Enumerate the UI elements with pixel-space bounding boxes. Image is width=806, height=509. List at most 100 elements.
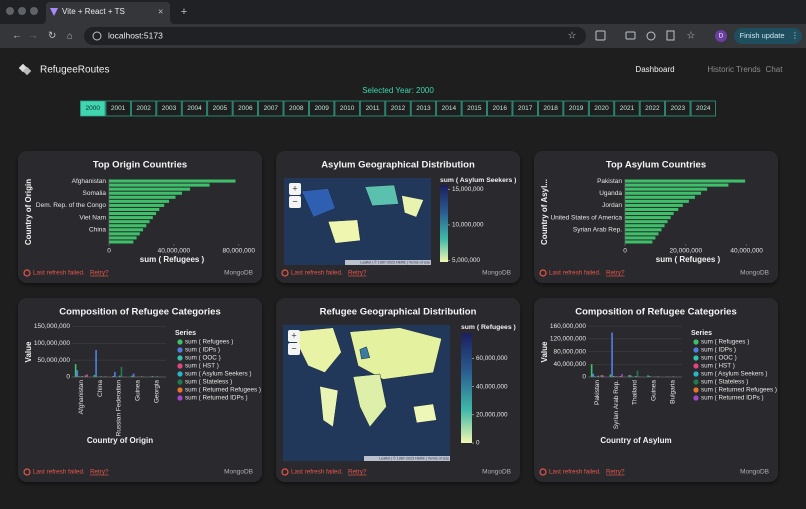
window-button[interactable] bbox=[30, 7, 38, 15]
mongodb-brand: MongoDB bbox=[740, 270, 769, 277]
legend-swatch[interactable] bbox=[693, 387, 698, 392]
legend-label[interactable]: sum ( OOC ) bbox=[701, 355, 737, 362]
panel-title: Asylum Geographical Distribution bbox=[321, 160, 475, 171]
mongodb-brand: MongoDB bbox=[224, 469, 253, 476]
legend-label[interactable]: sum ( Returned IDPs ) bbox=[185, 395, 248, 402]
nav-link[interactable]: Chat bbox=[766, 65, 784, 74]
panel: Refugee Geographical Distribution+−Leafl… bbox=[276, 298, 520, 482]
x-tick-label: Georgia bbox=[153, 380, 160, 404]
bar bbox=[109, 208, 159, 211]
bar bbox=[591, 364, 593, 377]
legend-swatch[interactable] bbox=[177, 371, 182, 376]
legend-swatch[interactable] bbox=[177, 363, 182, 368]
x-tick-label: 20,000,000 bbox=[670, 248, 703, 255]
legend-label[interactable]: sum ( Stateless ) bbox=[185, 379, 232, 386]
legend-swatch[interactable] bbox=[693, 395, 698, 400]
bookmarks-button[interactable]: ☆ bbox=[687, 31, 696, 42]
bar bbox=[109, 228, 143, 231]
legend-swatch[interactable] bbox=[177, 339, 182, 344]
window-button[interactable] bbox=[18, 7, 26, 15]
zoom-out: − bbox=[292, 196, 297, 206]
y-tick-label: 0 bbox=[66, 374, 70, 381]
y-axis-title: Country of Origin bbox=[24, 179, 33, 245]
bookmark-star[interactable]: ☆ bbox=[568, 31, 577, 42]
retry-link[interactable]: Retry? bbox=[90, 270, 109, 277]
x-axis-title: sum ( Refugees ) bbox=[656, 255, 721, 264]
map-region[interactable] bbox=[413, 404, 436, 423]
bar bbox=[109, 224, 146, 227]
legend-label[interactable]: sum ( HST ) bbox=[701, 363, 735, 370]
legend-swatch[interactable] bbox=[693, 347, 698, 352]
legend-label[interactable]: sum ( HST ) bbox=[185, 363, 219, 370]
bar bbox=[109, 216, 153, 219]
retry-link[interactable]: Retry? bbox=[606, 469, 625, 476]
bar bbox=[109, 204, 164, 207]
legend-label[interactable]: sum ( Returned Refugees ) bbox=[701, 387, 777, 394]
bar bbox=[625, 212, 674, 215]
refresh-status: Last refresh failed. bbox=[33, 469, 85, 476]
legend-label[interactable]: sum ( IDPs ) bbox=[701, 347, 736, 354]
legend-swatch[interactable] bbox=[693, 363, 698, 368]
legend-label[interactable]: sum ( Asylum Seekers ) bbox=[185, 371, 251, 378]
legend-swatch[interactable] bbox=[177, 395, 182, 400]
legend-swatch[interactable] bbox=[177, 379, 182, 384]
legend-swatch[interactable] bbox=[693, 371, 698, 376]
y-tick-label: 0 bbox=[582, 374, 586, 381]
legend-label[interactable]: sum ( IDPs ) bbox=[185, 347, 220, 354]
brand: RefugeeRoutes bbox=[40, 65, 110, 76]
nav-link[interactable]: Dashboard bbox=[635, 65, 674, 74]
legend-swatch[interactable] bbox=[693, 339, 698, 344]
legend-title: Series bbox=[175, 330, 196, 337]
panel-title: Top Origin Countries bbox=[93, 160, 187, 171]
x-tick-label: Pakistan bbox=[594, 380, 601, 405]
legend-swatch[interactable] bbox=[693, 355, 698, 360]
tab-close[interactable]: × bbox=[158, 6, 163, 16]
x-axis-title: sum ( Refugees ) bbox=[140, 255, 205, 264]
window-button[interactable] bbox=[6, 7, 14, 15]
bar bbox=[109, 220, 150, 223]
back-button[interactable]: ← bbox=[12, 31, 22, 42]
bar bbox=[625, 232, 658, 235]
legend-label[interactable]: sum ( Refugees ) bbox=[185, 339, 233, 346]
legend-label[interactable]: sum ( Stateless ) bbox=[701, 379, 748, 386]
x-tick-label: Bulgaria bbox=[669, 380, 676, 404]
year-label: 2017 bbox=[518, 105, 533, 112]
x-tick-label: 40,000,000 bbox=[730, 248, 763, 255]
legend-label[interactable]: sum ( Returned IDPs ) bbox=[701, 395, 764, 402]
retry-link[interactable]: Retry? bbox=[606, 270, 625, 277]
legend-swatch[interactable] bbox=[177, 387, 182, 392]
legend-label[interactable]: sum ( Refugees ) bbox=[701, 339, 749, 346]
home-button[interactable]: ⌂ bbox=[67, 30, 72, 40]
year-label: 2005 bbox=[213, 105, 228, 112]
legend-swatch[interactable] bbox=[177, 347, 182, 352]
new-tab[interactable]: + bbox=[181, 6, 187, 18]
retry-link[interactable]: Retry? bbox=[348, 469, 367, 476]
attribution[interactable]: Leaflet | © 1987-2023 HERE | Terms of Us… bbox=[360, 260, 430, 264]
x-tick-label: Afghanistan bbox=[78, 380, 85, 415]
legend-label[interactable]: sum ( Asylum Seekers ) bbox=[701, 371, 767, 378]
forward-button[interactable]: → bbox=[28, 31, 38, 42]
menu-button[interactable]: ⋮ bbox=[791, 31, 799, 40]
bar bbox=[109, 236, 137, 239]
x-tick-label: 40,000,000 bbox=[158, 248, 191, 255]
year-label: 2019 bbox=[569, 105, 584, 112]
legend-label[interactable]: sum ( OOC ) bbox=[185, 355, 221, 362]
nav-link[interactable]: Historic Trends bbox=[707, 65, 760, 74]
year-label: 2021 bbox=[620, 105, 635, 112]
attribution[interactable]: Leaflet | © 1987-2023 HERE | Terms of Us… bbox=[379, 456, 449, 460]
legend-label[interactable]: sum ( Returned Refugees ) bbox=[185, 387, 261, 394]
selected-year: Selected Year: 2000 bbox=[362, 86, 434, 95]
bar bbox=[109, 240, 133, 243]
year-label: 2003 bbox=[162, 105, 177, 112]
x-tick-label: 0 bbox=[623, 248, 627, 255]
mongodb-brand: MongoDB bbox=[482, 469, 511, 476]
legend-swatch[interactable] bbox=[177, 355, 182, 360]
color-scale bbox=[461, 333, 472, 443]
category-label: United States of America bbox=[550, 214, 622, 221]
retry-link[interactable]: Retry? bbox=[348, 270, 367, 277]
legend-swatch[interactable] bbox=[693, 379, 698, 384]
retry-link[interactable]: Retry? bbox=[90, 469, 109, 476]
reload-button[interactable]: ↻ bbox=[48, 31, 56, 42]
y-tick-label: 160,000,000 bbox=[550, 323, 587, 330]
refresh-status: Last refresh failed. bbox=[33, 270, 85, 277]
